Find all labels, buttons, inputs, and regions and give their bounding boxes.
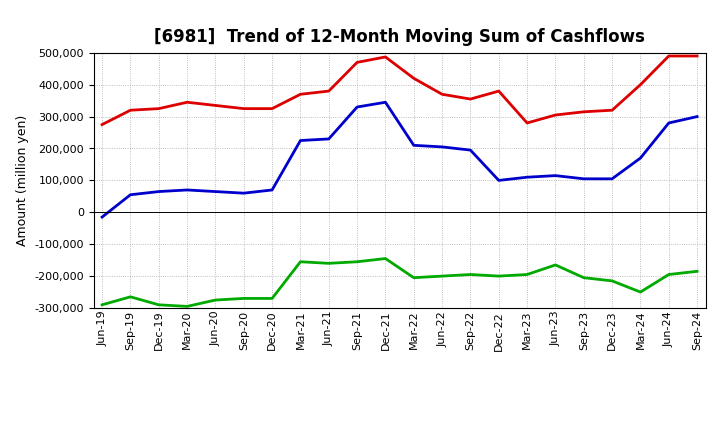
Free Cashflow xyxy=(183,187,192,193)
Free Cashflow xyxy=(551,173,559,178)
Operating Cashflow xyxy=(381,54,390,59)
Operating Cashflow xyxy=(438,92,446,97)
Investing Cashflow xyxy=(296,259,305,264)
Investing Cashflow xyxy=(410,275,418,280)
Free Cashflow xyxy=(438,144,446,150)
Free Cashflow xyxy=(211,189,220,194)
Free Cashflow xyxy=(523,175,531,180)
Investing Cashflow xyxy=(438,273,446,279)
Y-axis label: Amount (million yen): Amount (million yen) xyxy=(16,115,29,246)
Investing Cashflow xyxy=(495,273,503,279)
Investing Cashflow xyxy=(183,304,192,309)
Investing Cashflow xyxy=(381,256,390,261)
Operating Cashflow xyxy=(693,53,701,59)
Operating Cashflow xyxy=(495,88,503,94)
Investing Cashflow xyxy=(325,260,333,266)
Free Cashflow xyxy=(155,189,163,194)
Investing Cashflow xyxy=(353,259,361,264)
Title: [6981]  Trend of 12-Month Moving Sum of Cashflows: [6981] Trend of 12-Month Moving Sum of C… xyxy=(154,28,645,46)
Free Cashflow xyxy=(466,147,474,153)
Investing Cashflow xyxy=(466,272,474,277)
Free Cashflow xyxy=(381,99,390,105)
Free Cashflow xyxy=(636,155,644,161)
Line: Investing Cashflow: Investing Cashflow xyxy=(102,259,697,306)
Investing Cashflow xyxy=(155,302,163,308)
Free Cashflow xyxy=(608,176,616,181)
Investing Cashflow xyxy=(580,275,588,280)
Operating Cashflow xyxy=(126,107,135,113)
Operating Cashflow xyxy=(636,82,644,87)
Investing Cashflow xyxy=(523,272,531,277)
Free Cashflow xyxy=(240,191,248,196)
Operating Cashflow xyxy=(183,99,192,105)
Free Cashflow xyxy=(410,143,418,148)
Operating Cashflow xyxy=(98,122,107,127)
Operating Cashflow xyxy=(211,103,220,108)
Free Cashflow xyxy=(693,114,701,119)
Operating Cashflow xyxy=(325,88,333,94)
Free Cashflow xyxy=(353,104,361,110)
Investing Cashflow xyxy=(126,294,135,300)
Operating Cashflow xyxy=(155,106,163,111)
Investing Cashflow xyxy=(98,302,107,308)
Investing Cashflow xyxy=(608,278,616,283)
Free Cashflow xyxy=(325,136,333,142)
Free Cashflow xyxy=(126,192,135,198)
Operating Cashflow xyxy=(665,53,673,59)
Investing Cashflow xyxy=(551,262,559,268)
Operating Cashflow xyxy=(410,76,418,81)
Free Cashflow xyxy=(580,176,588,181)
Free Cashflow xyxy=(665,120,673,125)
Investing Cashflow xyxy=(268,296,276,301)
Operating Cashflow xyxy=(268,106,276,111)
Operating Cashflow xyxy=(580,109,588,114)
Operating Cashflow xyxy=(608,107,616,113)
Operating Cashflow xyxy=(353,60,361,65)
Investing Cashflow xyxy=(665,272,673,277)
Free Cashflow xyxy=(268,187,276,193)
Investing Cashflow xyxy=(211,297,220,303)
Investing Cashflow xyxy=(693,269,701,274)
Line: Operating Cashflow: Operating Cashflow xyxy=(102,56,697,125)
Investing Cashflow xyxy=(636,290,644,295)
Line: Free Cashflow: Free Cashflow xyxy=(102,102,697,217)
Operating Cashflow xyxy=(551,112,559,117)
Free Cashflow xyxy=(98,214,107,220)
Operating Cashflow xyxy=(296,92,305,97)
Operating Cashflow xyxy=(466,96,474,102)
Free Cashflow xyxy=(495,178,503,183)
Operating Cashflow xyxy=(523,120,531,125)
Operating Cashflow xyxy=(240,106,248,111)
Free Cashflow xyxy=(296,138,305,143)
Investing Cashflow xyxy=(240,296,248,301)
